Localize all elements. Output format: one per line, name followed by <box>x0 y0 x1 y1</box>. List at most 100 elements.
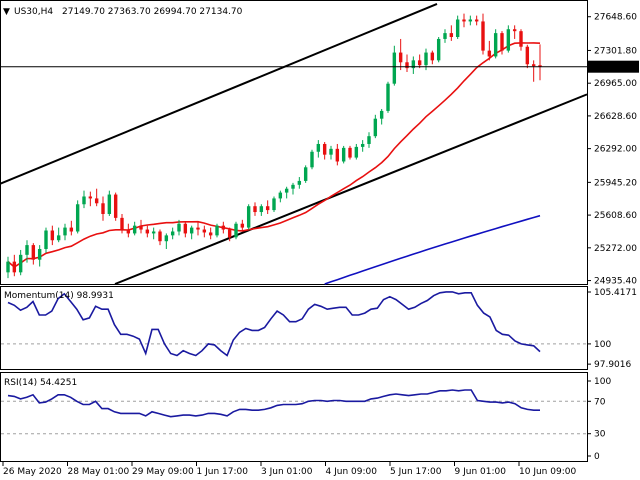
time-tick-label: 29 May 09:00 <box>132 467 194 477</box>
candle-body <box>132 225 137 234</box>
candle-body <box>341 147 346 162</box>
rsi-title: RSI(14) 54.4251 <box>4 378 77 388</box>
candle-body <box>329 148 333 155</box>
candle-body <box>373 118 378 137</box>
candle-body <box>455 19 460 38</box>
candle-body <box>151 231 156 234</box>
candle-body <box>392 52 397 84</box>
candle-body <box>506 29 511 51</box>
candle-body <box>50 230 55 241</box>
candle-body <box>379 110 384 119</box>
candle-body <box>487 50 492 57</box>
price-tick-label: 25608.60 <box>594 211 637 221</box>
time-tick-label: 10 Jun 09:00 <box>519 467 576 477</box>
candle-body <box>538 65 542 67</box>
price-tick-label: 25945.20 <box>594 178 637 188</box>
candle-body <box>75 204 80 232</box>
current-price-label: 27134.70 <box>592 63 635 73</box>
ma-fast-line <box>7 42 541 268</box>
price-panel-frame <box>0 0 588 285</box>
candle-body <box>101 203 105 214</box>
momentum-tick-label: 97.9016 <box>594 360 631 370</box>
candle-body <box>253 206 257 213</box>
chart-ohlc: 27149.70 27363.70 26994.70 27134.70 <box>62 7 243 17</box>
candle-body <box>227 229 232 238</box>
time-tick-label: 1 Jun 17:00 <box>197 467 249 477</box>
candle-body <box>291 184 295 189</box>
price-tick-label: 27648.60 <box>594 13 637 23</box>
candle-body <box>468 19 473 22</box>
momentum-line <box>7 291 541 357</box>
candle-body <box>322 143 327 155</box>
candle-body <box>221 225 226 230</box>
candle-body <box>56 235 61 241</box>
candle-body <box>18 254 23 273</box>
candle-body <box>208 232 213 236</box>
candle-body <box>69 227 74 232</box>
candle-body <box>500 33 504 51</box>
candle-body <box>417 60 422 66</box>
candle-body <box>158 231 162 242</box>
candle-body <box>354 146 359 158</box>
price-tick-label: 27301.80 <box>594 46 637 56</box>
rsi-tick-label: 100 <box>594 377 611 387</box>
momentum-tick-label: 100 <box>594 340 611 350</box>
candle-body <box>31 245 36 260</box>
time-tick-label: 28 May 01:00 <box>68 467 130 477</box>
rsi-layer <box>1 389 587 435</box>
candle-body <box>278 192 283 199</box>
candle-body <box>449 33 454 38</box>
candle-body <box>272 198 276 211</box>
candle-body <box>531 64 536 67</box>
momentum-tick-label: 105.4171 <box>594 288 637 298</box>
candle-body <box>145 229 150 234</box>
channel-lower-line <box>114 93 588 285</box>
candle-body <box>386 83 390 111</box>
time-tick-label: 5 Jun 17:00 <box>390 467 442 477</box>
price-layer <box>0 3 588 285</box>
candle-body <box>462 19 466 22</box>
candle-body <box>25 245 29 255</box>
candle-body <box>139 225 143 230</box>
rsi-line <box>7 389 540 418</box>
candle-body <box>183 223 188 234</box>
candle-body <box>164 235 169 242</box>
ma-slow-line <box>324 214 541 285</box>
candle-body <box>436 38 441 61</box>
candle-body <box>405 62 409 69</box>
candle-body <box>512 29 517 32</box>
candle-body <box>88 196 93 199</box>
candle-body <box>430 52 435 61</box>
candle-body <box>411 60 416 69</box>
price-tick-label: 24935.40 <box>594 277 637 287</box>
candle-body <box>94 198 99 204</box>
candle-body <box>189 227 194 234</box>
candle-body <box>284 188 289 193</box>
candle-body <box>297 180 302 185</box>
candle-body <box>170 231 175 236</box>
price-tick-label: 26628.60 <box>594 112 637 122</box>
candle-body <box>196 227 200 230</box>
candle-body <box>6 261 10 273</box>
candle-body <box>44 230 48 249</box>
candle-body <box>177 223 181 232</box>
candle-body <box>240 223 245 228</box>
rsi-tick-label: 70 <box>594 397 606 407</box>
momentum-panel-frame <box>0 286 588 370</box>
candle-body <box>360 143 365 147</box>
candle-body <box>215 225 219 236</box>
time-tick-label: 3 Jun 01:00 <box>261 467 313 477</box>
candle-body <box>246 206 251 228</box>
candle-body <box>481 21 485 51</box>
candle-body <box>493 33 498 57</box>
momentum-title: Momentum(14) 98.9931 <box>4 291 114 301</box>
candle-body <box>63 227 67 236</box>
chart-symbol: US30,H4 <box>14 7 53 17</box>
candle-body <box>474 19 479 22</box>
candle-body <box>107 194 112 214</box>
momentum-layer <box>1 291 587 357</box>
price-tick-label: 26292.00 <box>594 145 637 155</box>
candle-body <box>126 229 131 234</box>
candle-body <box>202 229 207 233</box>
